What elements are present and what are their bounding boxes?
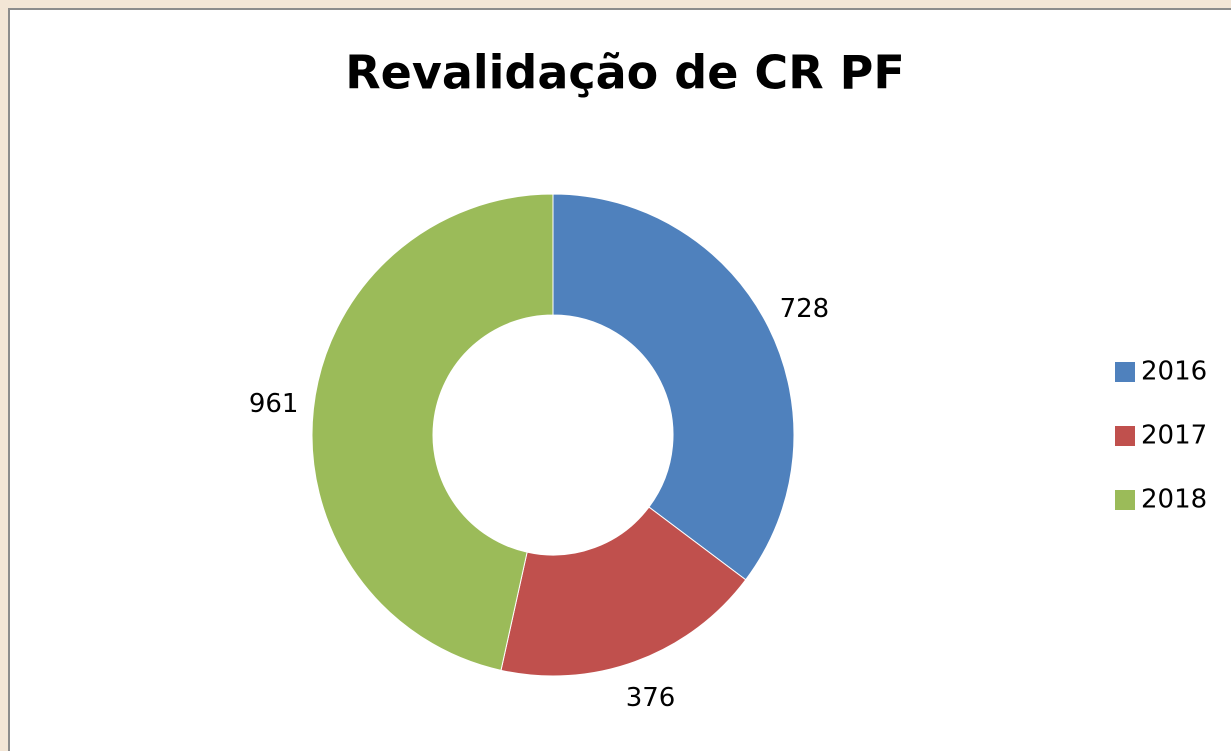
chart-title: Revalidação de CR PF [345,46,905,100]
legend-label: 2016 [1141,357,1207,387]
legend-swatch [1115,362,1135,382]
legend-swatch [1115,426,1135,446]
legend-label: 2017 [1141,421,1207,451]
data-label: 728 [780,294,830,324]
donut-segment [500,506,747,677]
data-label: 376 [626,683,676,713]
donut-segment [311,193,554,671]
donut-segment [552,193,795,581]
legend-label: 2018 [1141,485,1207,515]
legend-swatch [1115,490,1135,510]
data-label: 961 [249,389,299,419]
